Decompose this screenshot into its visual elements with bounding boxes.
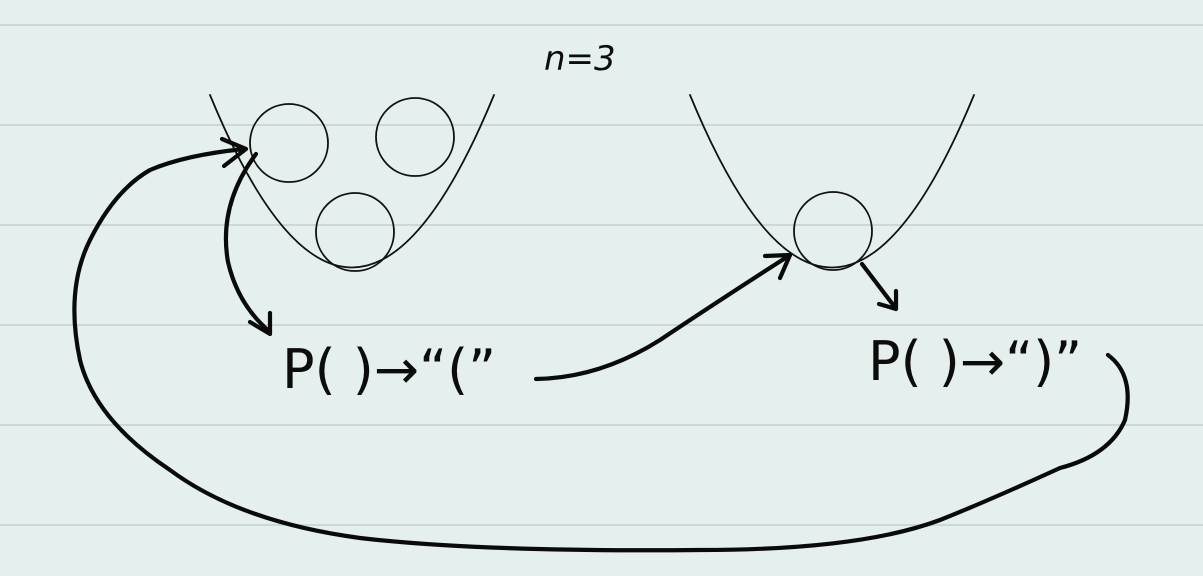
left-production-label: P( )→“(” [282, 338, 496, 401]
right-well-curve [689, 94, 975, 269]
arrow-loop-right-label-to-left-ball [72, 136, 1130, 553]
left-well-balls [249, 97, 455, 272]
ball-left-top [249, 103, 329, 183]
n-label: n=3 [544, 39, 616, 79]
ruled-lines [0, 24, 1203, 526]
ball-right-well [793, 191, 873, 271]
arrow-left-label-to-right-ball [533, 252, 793, 382]
arrow-ball-to-left-label [223, 151, 273, 337]
ball-right-top [375, 97, 455, 177]
right-production-label: P( )→“)” [868, 330, 1082, 393]
left-well-curve [209, 94, 495, 269]
ball-bottom [315, 192, 395, 272]
arrow-ball-to-right-label [859, 261, 899, 312]
